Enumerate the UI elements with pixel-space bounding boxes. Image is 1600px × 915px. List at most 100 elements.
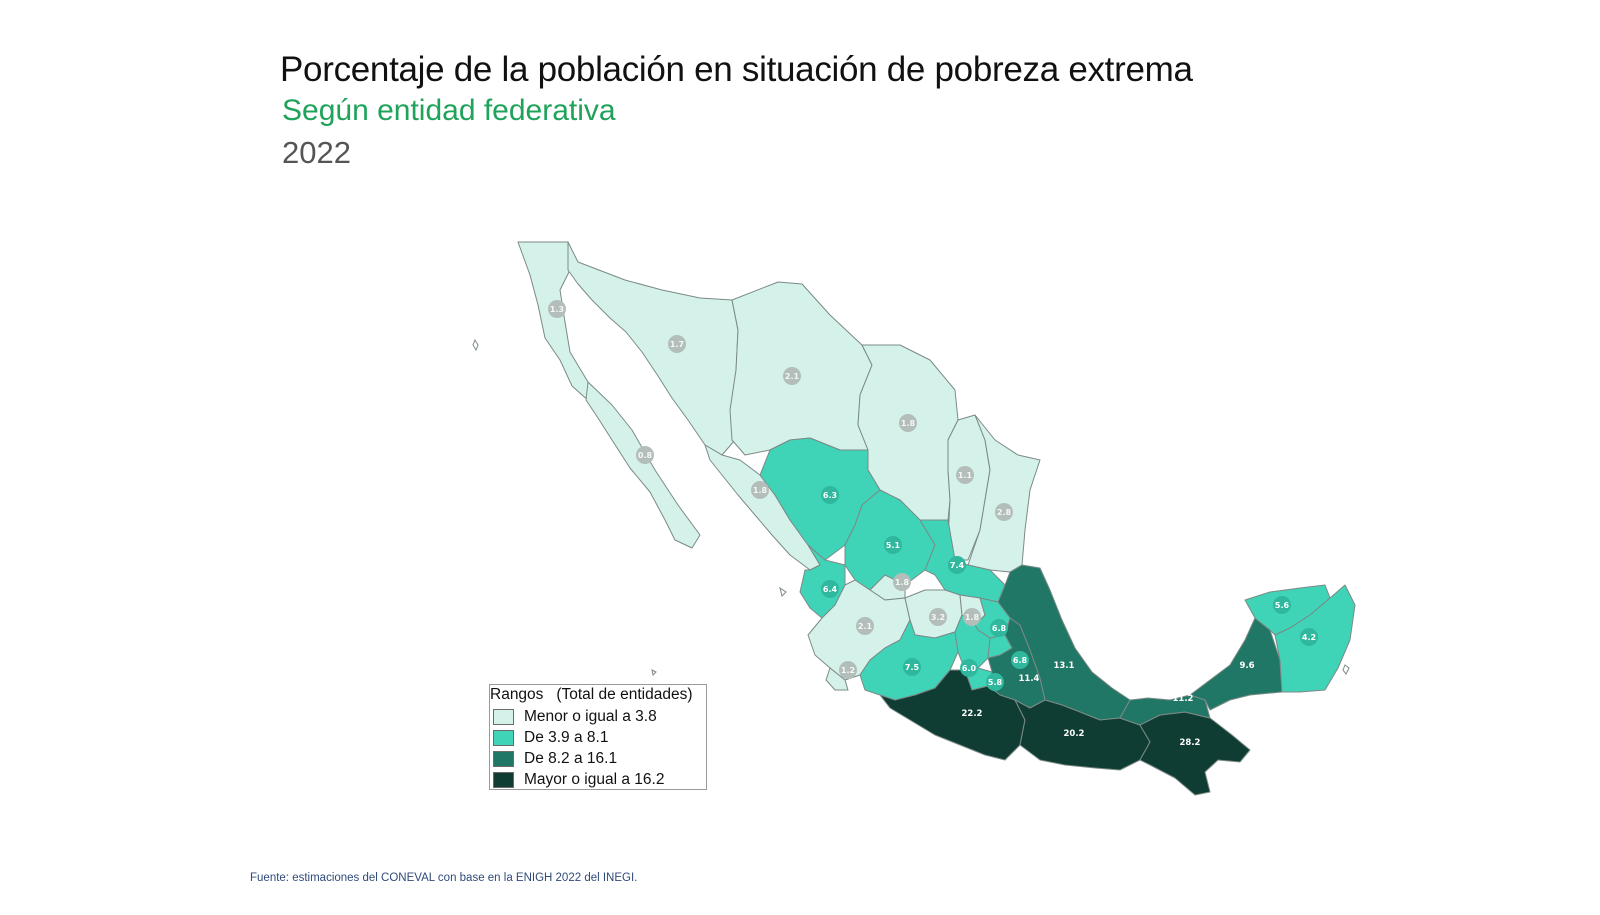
value-text: 5.8: [988, 678, 1003, 687]
value-badge: [990, 619, 1008, 637]
value-badge: [1273, 596, 1291, 614]
legend-label-range-1: Menor o igual a 3.8: [524, 708, 657, 725]
state-chihuahua[interactable]: [729, 281, 873, 456]
state-baja-california-sur[interactable]: [585, 381, 701, 549]
value-text: 1.8: [753, 486, 768, 495]
state-chiapas[interactable]: [1139, 711, 1251, 796]
chart-year: 2022: [282, 135, 351, 170]
state-value-label: 28.2: [1180, 738, 1201, 748]
value-text: 6.0: [962, 664, 977, 673]
state-value-label: 1.8: [893, 573, 911, 591]
value-text: 7.5: [905, 663, 920, 672]
value-badge: [986, 673, 1004, 691]
legend-label-range-4: Mayor o igual a 16.2: [524, 771, 665, 788]
value-badge: [783, 367, 801, 385]
value-text: 0.8: [638, 451, 653, 460]
state-campeche[interactable]: [1189, 617, 1283, 711]
legend-label-range-2: De 3.9 a 8.1: [524, 729, 609, 746]
state-value-label: 6.8: [1011, 651, 1029, 669]
state-value-label: 11.4: [1019, 674, 1040, 684]
legend-swatch-range-3: [493, 751, 514, 767]
value-text: 1.8: [895, 578, 910, 587]
value-text: 4.2: [1302, 633, 1316, 642]
state-sonora[interactable]: [567, 241, 739, 456]
source-note: Fuente: estimaciones del CONEVAL con bas…: [250, 872, 638, 884]
value-badge: [956, 466, 974, 484]
value-badge: [636, 446, 654, 464]
value-text: 6.8: [1013, 656, 1028, 665]
state-value-label: 1.8: [899, 414, 917, 432]
state-value-label: 13.1: [1054, 661, 1075, 671]
legend-swatch-range-2: [493, 730, 514, 746]
state-value-label: 5.8: [986, 673, 1004, 691]
value-text: 1.7: [670, 340, 684, 349]
island-cozumel: [1342, 664, 1350, 675]
state-value-label: 1.2: [839, 661, 857, 679]
state-value-label: 0.8: [636, 446, 654, 464]
state-value-label: 7.5: [903, 658, 921, 676]
legend-item-range-1: Menor o igual a 3.8: [493, 707, 657, 727]
island-guadalupe: [472, 338, 479, 352]
chart-subtitle: Según entidad federativa: [282, 94, 616, 127]
value-text: 1.8: [901, 419, 916, 428]
value-text: 20.2: [1064, 729, 1085, 739]
value-badge: [884, 536, 902, 554]
value-badge: [548, 300, 566, 318]
value-text: 11.4: [1019, 674, 1040, 684]
value-badge: [668, 335, 686, 353]
legend-item-range-4: Mayor o igual a 16.2: [493, 770, 664, 790]
state-value-label: 9.6: [1239, 661, 1254, 671]
state-nayarit[interactable]: [799, 544, 846, 619]
value-badge: [1011, 651, 1029, 669]
state-value-label: 4.2: [1300, 628, 1318, 646]
legend-label-range-3: De 8.2 a 16.1: [524, 750, 618, 767]
value-text: 1.1: [958, 471, 973, 480]
state-value-label: 6.0: [960, 659, 978, 677]
value-text: 28.2: [1180, 738, 1201, 748]
state-value-label: 1.8: [751, 481, 769, 499]
value-text: 2.8: [997, 508, 1012, 517]
value-text: 6.3: [823, 491, 837, 500]
legend-title: Rangos (Total de entidades): [490, 686, 693, 703]
value-badge: [929, 608, 947, 626]
value-badge: [963, 608, 981, 626]
value-badge: [1300, 628, 1318, 646]
legend-item-range-3: De 8.2 a 16.1: [493, 749, 617, 769]
value-badge: [751, 481, 769, 499]
value-text: 7.4: [950, 561, 965, 570]
state-value-label: 3.2: [929, 608, 947, 626]
value-text: 1.8: [965, 613, 980, 622]
value-badge: [899, 414, 917, 432]
state-value-label: 1.7: [668, 335, 686, 353]
state-colima[interactable]: [825, 667, 849, 691]
state-value-label: 1.8: [963, 608, 981, 626]
value-text: 22.2: [962, 709, 983, 719]
value-text: 3.2: [931, 613, 945, 622]
value-text: 2.1: [785, 372, 800, 381]
state-value-label: 5.6: [1273, 596, 1291, 614]
value-text: 2.1: [858, 622, 873, 631]
value-badge: [960, 659, 978, 677]
value-text: 5.1: [886, 541, 901, 550]
legend-item-range-2: De 3.9 a 8.1: [493, 728, 608, 748]
value-text: 1.2: [841, 666, 855, 675]
value-badge: [903, 658, 921, 676]
state-value-label: 7.4: [948, 556, 966, 574]
value-text: 9.6: [1239, 661, 1254, 671]
value-text: 11.2: [1173, 694, 1194, 704]
island-tres-marias: [779, 586, 787, 597]
value-badge: [856, 617, 874, 635]
islands: [472, 338, 1350, 677]
state-value-label: 20.2: [1064, 729, 1085, 739]
state-value-label: 11.2: [1173, 694, 1194, 704]
state-value-label: 2.1: [856, 617, 874, 635]
state-value-label: 6.8: [990, 619, 1008, 637]
state-value-label: 22.2: [962, 709, 983, 719]
legend-swatch-range-4: [493, 772, 514, 788]
state-value-label: 6.4: [821, 580, 839, 598]
value-badge: [821, 486, 839, 504]
value-text: 6.4: [823, 585, 838, 594]
value-text: 6.8: [992, 624, 1007, 633]
value-text: 1.3: [550, 305, 564, 314]
